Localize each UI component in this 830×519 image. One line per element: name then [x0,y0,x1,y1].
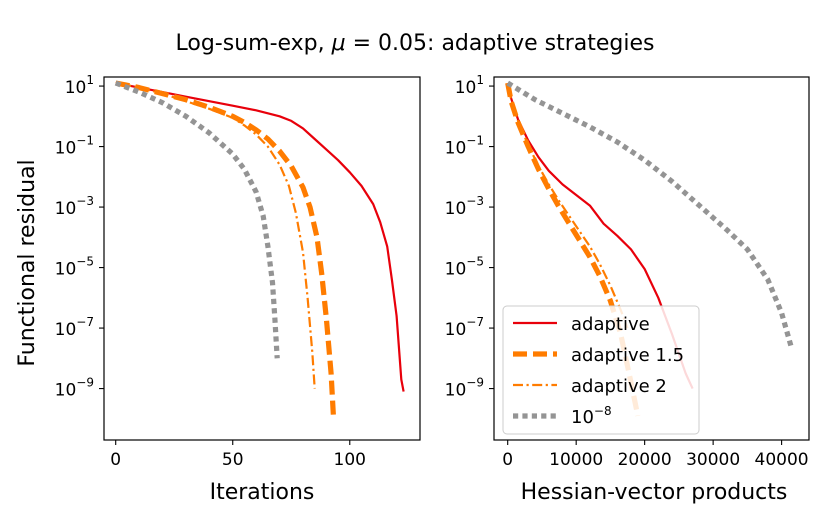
left-series-adaptive-2 [115,81,316,389]
right-xtick-label: 0 [502,450,513,470]
figure-title: Log-sum-exp, μ = 0.05: adaptive strategi… [176,31,655,56]
left-xlabel: Iterations [210,480,315,505]
left-plot-frame [103,76,421,441]
legend-label-adaptive-2: adaptive 2 [571,376,667,397]
left-series-adaptive [115,81,405,392]
left-xtick-label: 100 [334,450,366,470]
left-series-adaptive-1-5 [115,80,336,416]
legend-label-tol-1e-8: 10−8 [571,404,612,428]
right-xtick-label: 40000 [755,450,809,470]
right-ytick-label: 10−9 [445,376,484,401]
left-ytick-label: 10−7 [55,315,94,340]
left-xtick-label: 50 [222,450,244,470]
left-ylabel: Functional residual [15,159,40,366]
left-ytick-label: 101 [65,73,94,98]
left-ytick-label: 10−3 [55,194,94,219]
legend-box [502,305,700,435]
right-ytick-label: 10−5 [445,255,484,280]
right-ytick-label: 10−7 [445,315,484,340]
legend-label-adaptive: adaptive [571,314,650,335]
left-ytick-label: 10−1 [55,134,94,159]
right-xtick-label: 30000 [686,450,740,470]
right-plot: 0 10000 20000 30000 40000 101 10−1 10−3 10−5 10−7… [445,73,810,505]
left-ytick-label: 10−9 [55,376,94,401]
right-ytick-label: 10−1 [445,134,484,159]
legend-label-adaptive-1-5: adaptive 1.5 [571,345,684,366]
left-xtick-label: 0 [110,450,121,470]
right-ytick-label: 101 [455,73,484,98]
right-xtick-label: 10000 [549,450,603,470]
right-series-adaptive-2 [506,82,629,329]
legend: adaptive adaptive 1.5 adaptive 2 10−8 [502,305,700,435]
right-series-10-8 [506,80,795,351]
right-ytick-label: 10−3 [445,194,484,219]
right-plot-frame [493,76,810,441]
right-xlabel: Hessian-vector products [521,480,788,505]
right-xtick-label: 20000 [618,450,672,470]
left-series-10-8 [114,80,280,359]
left-ytick-label: 10−5 [55,255,94,280]
left-plot: 0 50 100 101 10−1 10−3 10−5 10−7 10−9 Iterations… [15,73,421,505]
